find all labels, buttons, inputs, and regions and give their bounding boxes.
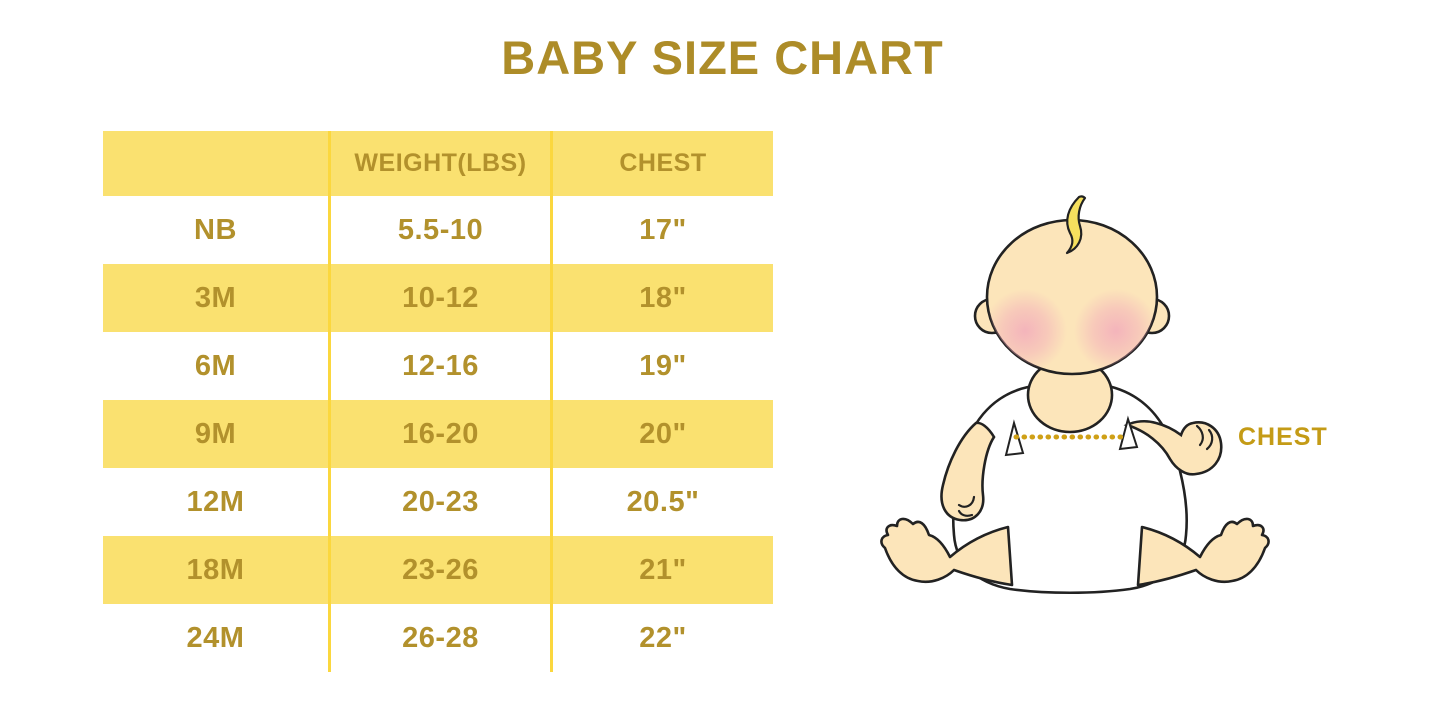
weight-cell: 5.5-10 — [328, 196, 550, 264]
baby-left-fist-lines — [957, 495, 976, 517]
size-cell: 3M — [194, 281, 237, 314]
baby-right-fist-lines — [1195, 424, 1214, 451]
baby-size-table: WEIGHT(LBS) CHEST NB 5.5-10 17" 3M 10-12… — [103, 131, 773, 672]
table-header-row: WEIGHT(LBS) CHEST — [103, 131, 773, 196]
table-row-18m: 18M 23-26 21" — [103, 536, 773, 604]
right-sleeve-notch — [1118, 415, 1139, 451]
baby-left-leg — [880, 517, 1014, 587]
table-row-nb: NB 5.5-10 17" — [103, 196, 773, 264]
table-row-3m: 3M 10-12 18" — [103, 264, 773, 332]
baby-right-arm — [1123, 419, 1223, 476]
table-row-9m: 9M 16-20 20" — [103, 400, 773, 468]
page-title: BABY SIZE CHART — [501, 31, 944, 84]
table-row-6m: 6M 12-16 19" — [103, 332, 773, 400]
chest-measurement-label: CHEST — [1238, 423, 1328, 451]
baby-figure-svg — [880, 195, 1270, 595]
chest-cell: 21" — [550, 536, 773, 604]
size-cell: NB — [194, 213, 237, 246]
weight-cell: 16-20 — [328, 400, 550, 468]
weight-cell: 26-28 — [328, 604, 550, 672]
weight-cell: 12-16 — [328, 332, 550, 400]
header-cell-chest: CHEST — [550, 131, 773, 196]
table-row-24m: 24M 26-28 22" — [103, 604, 773, 672]
size-cell: 12M — [186, 485, 245, 518]
size-cell: 24M — [186, 621, 245, 654]
size-cell: 9M — [194, 417, 237, 450]
chest-cell: 20.5" — [550, 468, 773, 536]
size-cell: 6M — [194, 349, 237, 382]
header-cell-size — [103, 131, 328, 196]
size-cell: 18M — [186, 553, 245, 586]
weight-cell: 23-26 — [328, 536, 550, 604]
baby-illustration — [880, 185, 1320, 605]
chest-cell: 19" — [550, 332, 773, 400]
chest-cell: 18" — [550, 264, 773, 332]
weight-cell: 20-23 — [328, 468, 550, 536]
baby-hair-curl — [1065, 195, 1087, 255]
baby-right-leg — [1136, 517, 1270, 587]
chest-cell: 17" — [550, 196, 773, 264]
baby-left-arm — [940, 421, 996, 522]
table-row-12m: 12M 20-23 20.5" — [103, 468, 773, 536]
chest-cell: 20" — [550, 400, 773, 468]
header-cell-weight: WEIGHT(LBS) — [328, 131, 550, 196]
weight-cell: 10-12 — [328, 264, 550, 332]
chest-cell: 22" — [550, 604, 773, 672]
